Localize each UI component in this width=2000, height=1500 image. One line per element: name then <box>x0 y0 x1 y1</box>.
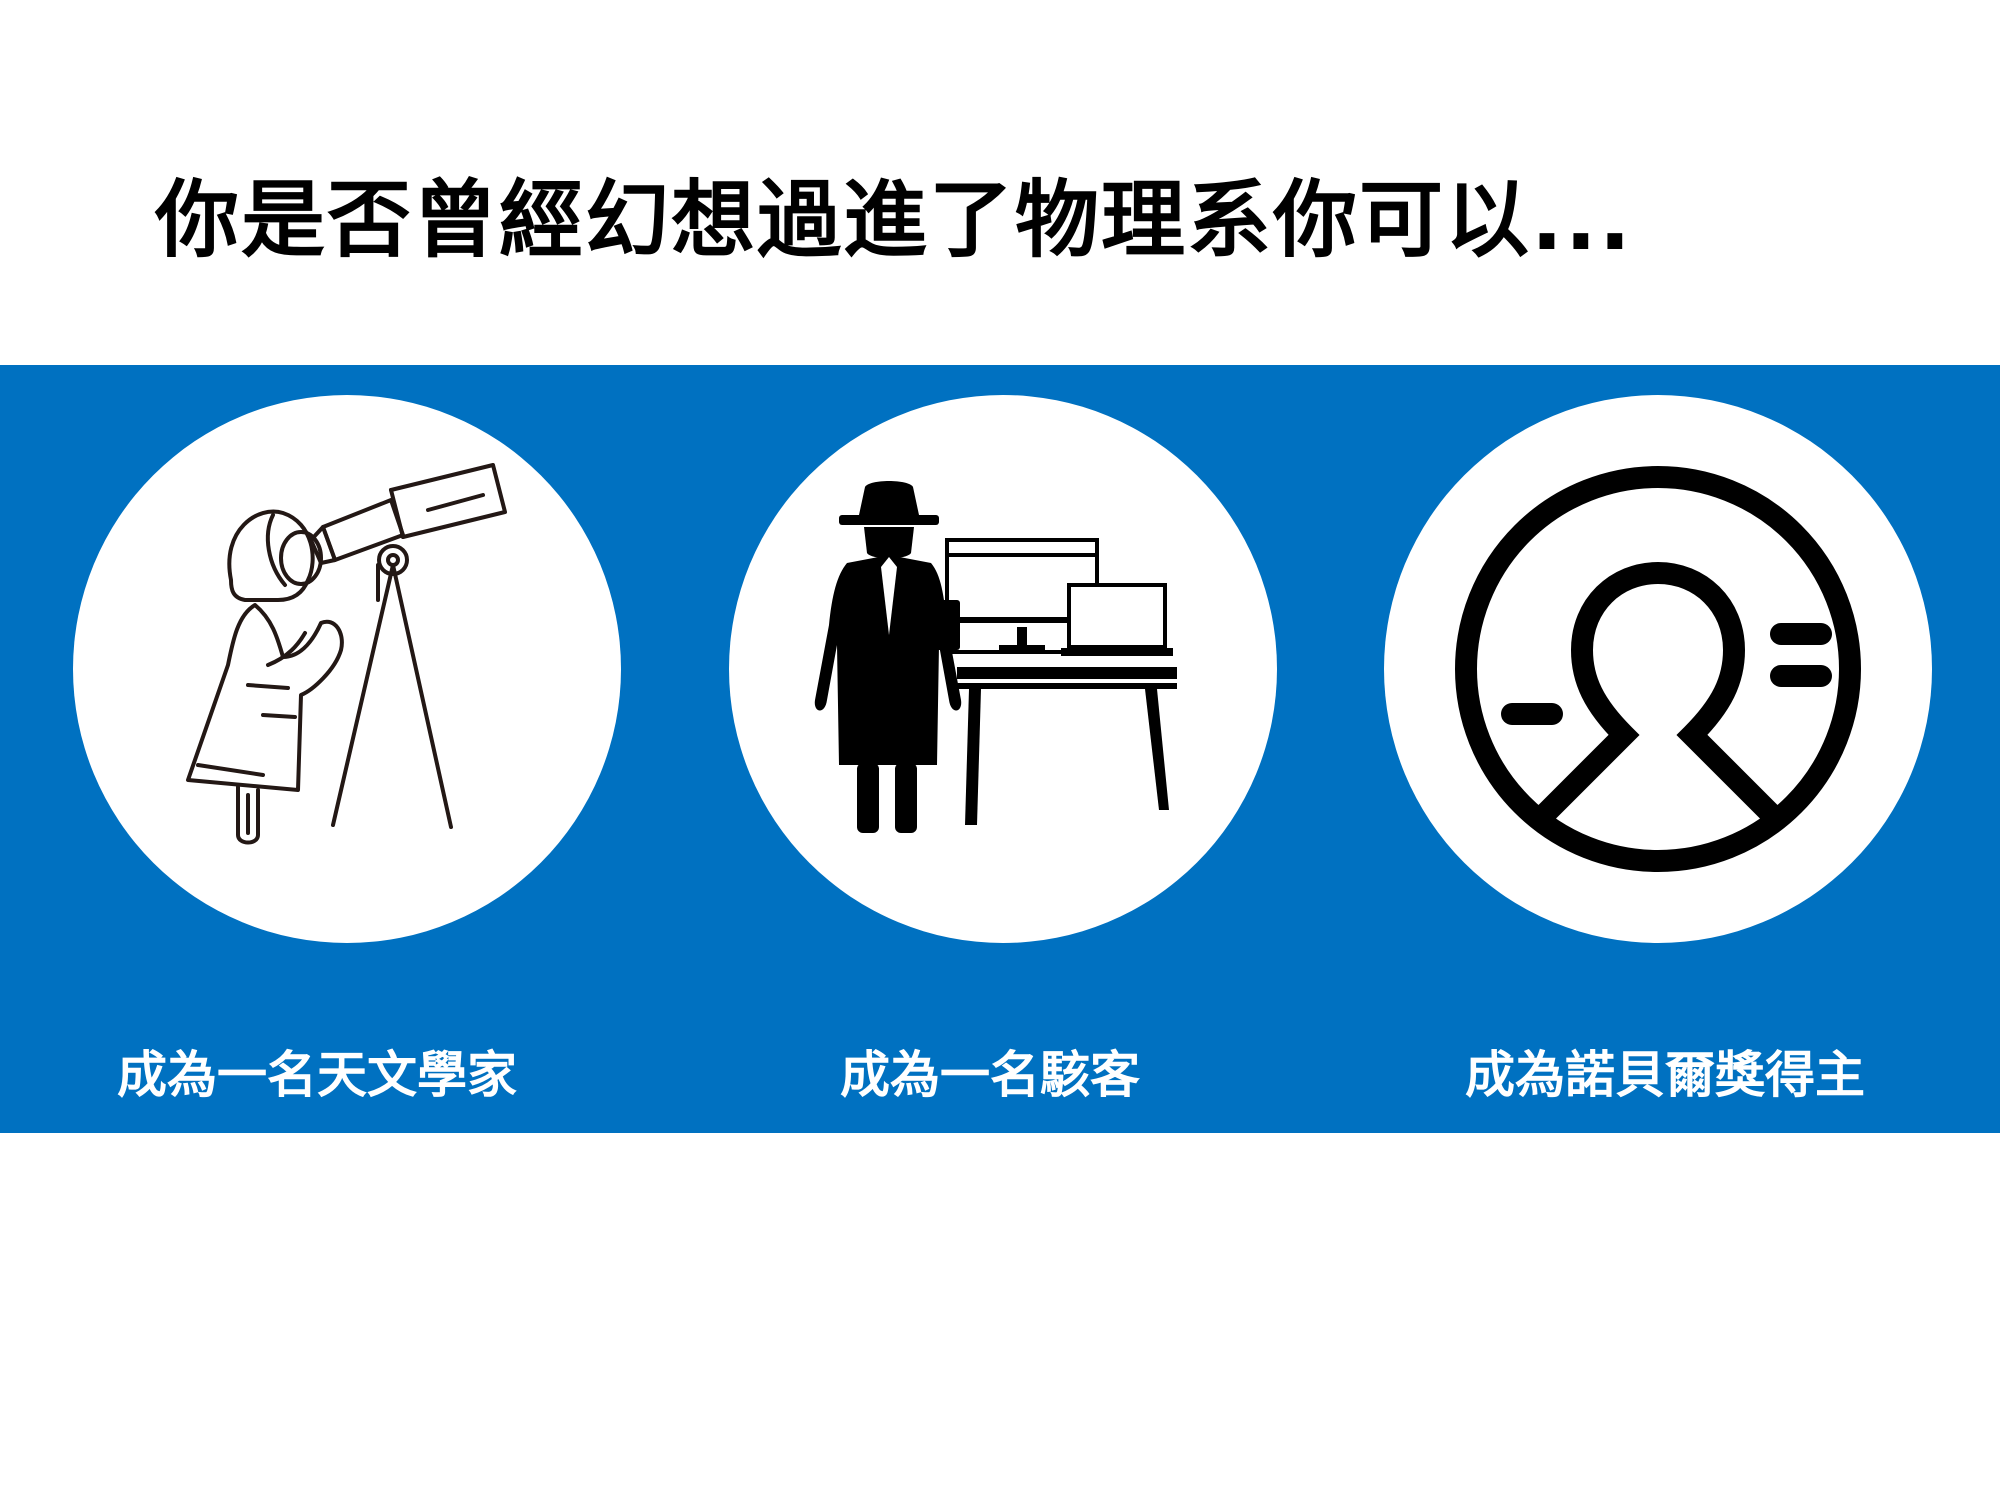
hacker-computer-icon <box>814 481 1177 833</box>
option-label-astronomer: 成為一名天文學家 <box>117 1046 517 1104</box>
astronomer-telescope-icon <box>186 463 507 845</box>
option-hacker-circle <box>729 395 1277 943</box>
option-nobel-circle <box>1384 395 1932 943</box>
nobel-laureate-icon <box>1455 466 1861 872</box>
option-label-nobel: 成為諾貝爾獎得主 <box>1465 1046 1865 1104</box>
page-title: 你是否曾經幻想過進了物理系你可以... <box>155 171 1633 269</box>
option-astronomer-circle <box>73 395 621 943</box>
option-label-hacker: 成為一名駭客 <box>840 1046 1140 1104</box>
